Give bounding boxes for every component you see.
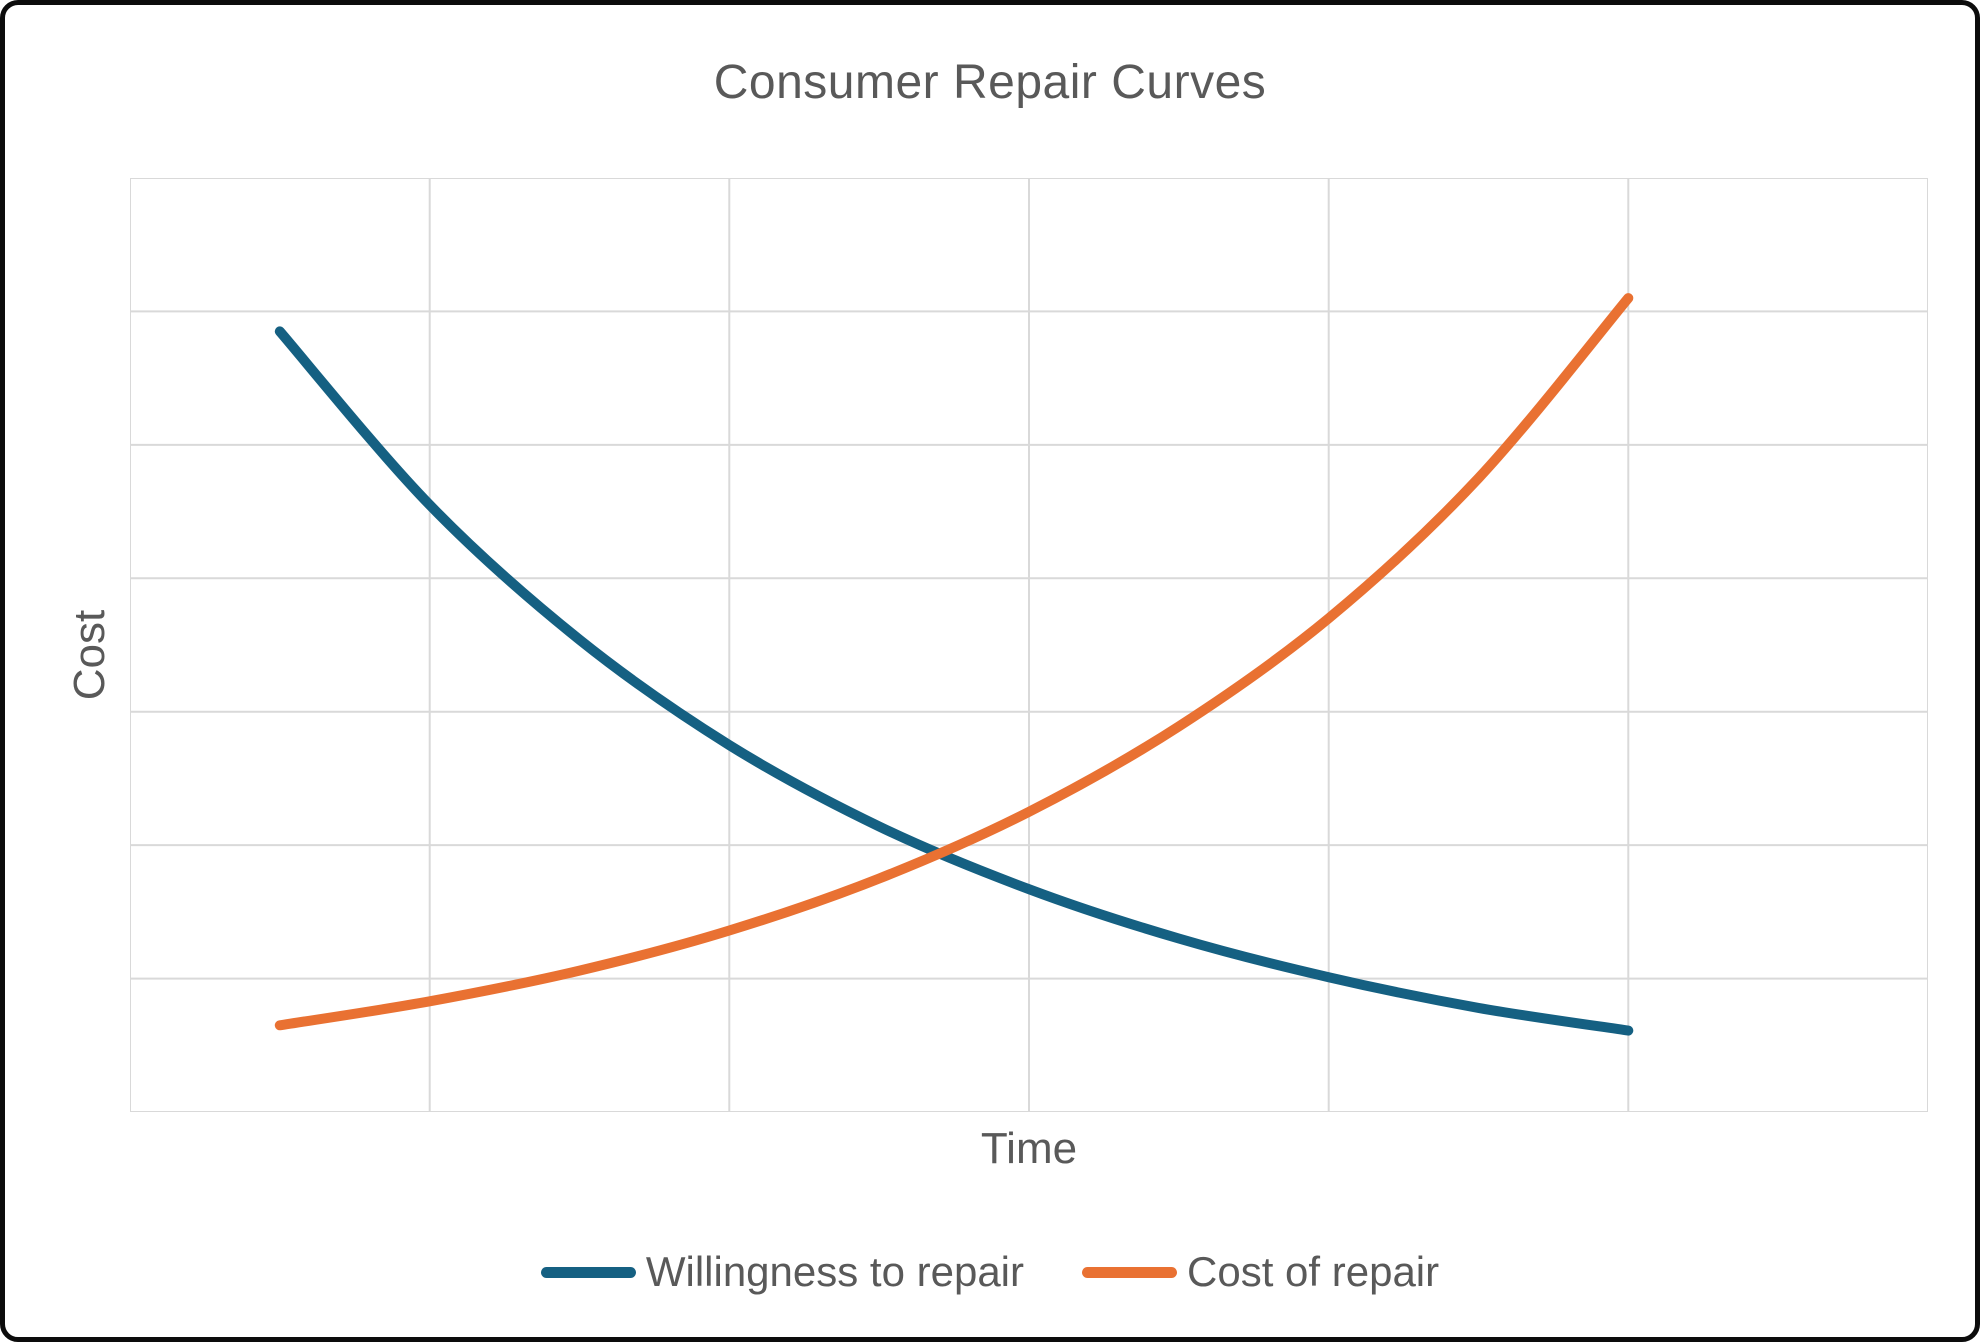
legend-swatch-willingness-icon [540, 1266, 636, 1278]
y-axis-title: Cost [65, 609, 114, 701]
legend-label-cost: Cost of repair [1187, 1248, 1440, 1295]
chart-title: Consumer Repair Curves [713, 56, 1267, 109]
legend-swatch-cost-icon [1082, 1266, 1178, 1278]
x-axis-title: Time [980, 1124, 1078, 1173]
plot-svg [130, 178, 1928, 1112]
series-line-willingness-to-repair [274, 326, 1634, 1036]
legend-item-willingness: Willingness to repair [540, 1248, 1025, 1296]
legend-item-cost: Cost of repair [1082, 1248, 1439, 1296]
series-line-cost-of-repair [274, 293, 1634, 1031]
legend: Willingness to repair Cost of repair [5, 1248, 1975, 1296]
legend-label-willingness: Willingness to repair [645, 1248, 1025, 1295]
plot-area [130, 178, 1928, 1112]
